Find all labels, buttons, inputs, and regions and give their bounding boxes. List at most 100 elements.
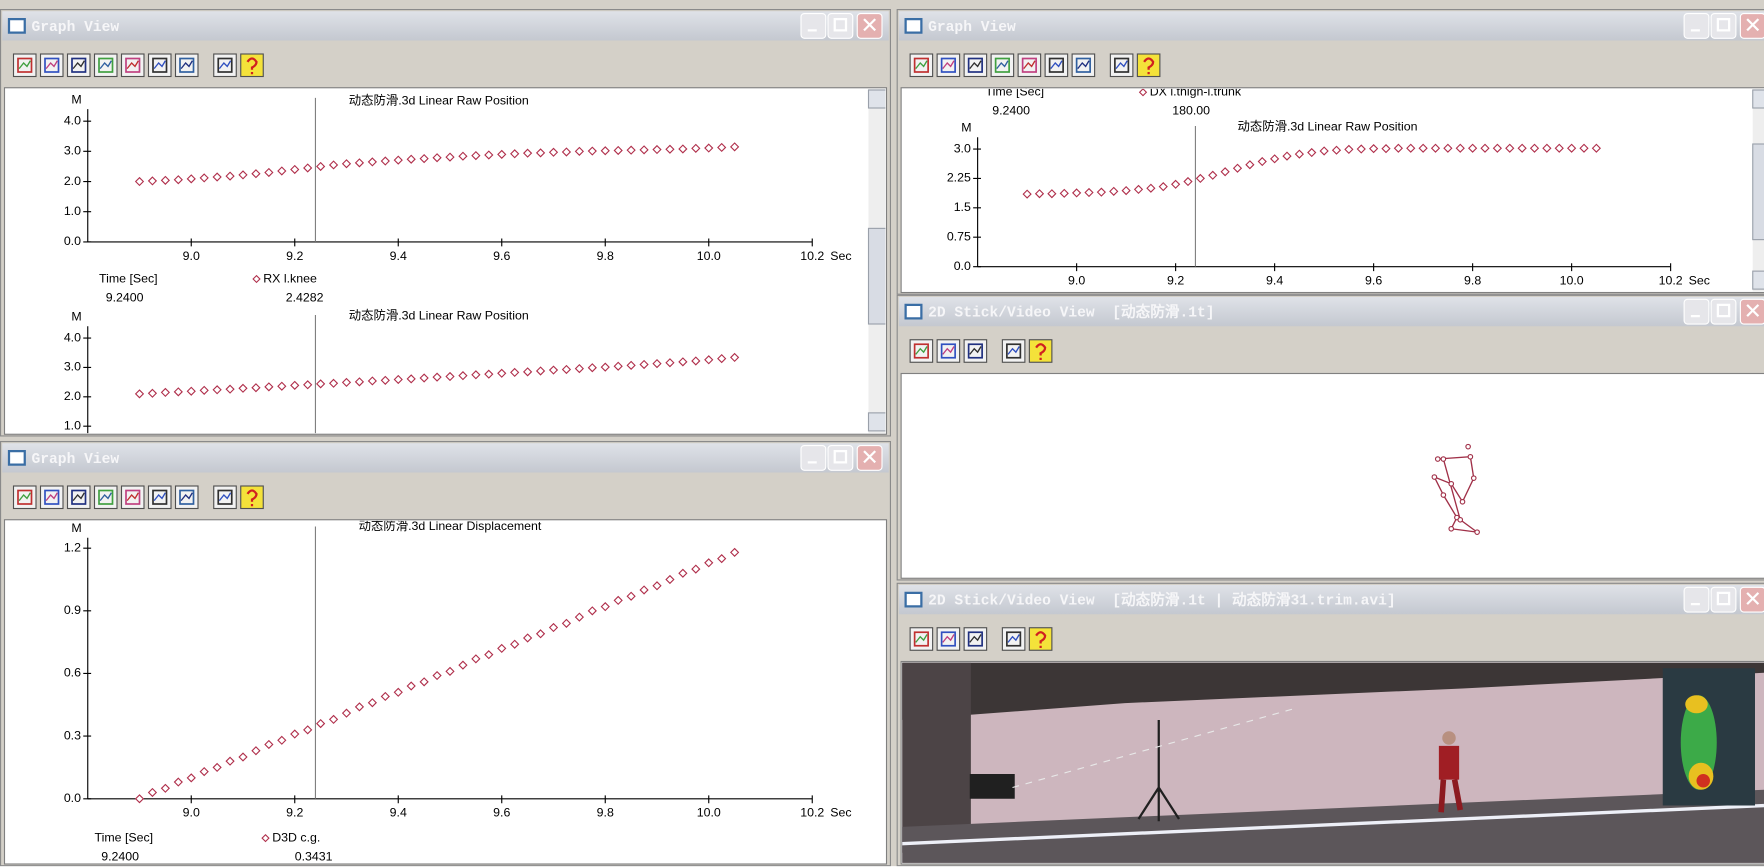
icon-glyph bbox=[72, 492, 85, 502]
data-marker bbox=[730, 352, 740, 363]
data-marker bbox=[471, 370, 481, 380]
scroll-down-button[interactable] bbox=[1752, 270, 1764, 290]
stick-figure bbox=[1432, 456, 1478, 533]
toolbar-button[interactable] bbox=[1071, 53, 1096, 78]
data-marker bbox=[561, 147, 572, 157]
y-tick-label: 3.0 bbox=[64, 360, 81, 374]
toolbar-button[interactable] bbox=[909, 627, 934, 651]
toolbar-button[interactable] bbox=[936, 627, 961, 651]
data-marker bbox=[419, 677, 429, 687]
toolbar-button[interactable] bbox=[120, 485, 145, 510]
help-icon bbox=[1035, 343, 1047, 360]
toolbar-button[interactable] bbox=[936, 339, 961, 363]
toolbar-button[interactable] bbox=[936, 53, 961, 78]
toolbar-button[interactable] bbox=[1109, 53, 1134, 78]
toolbar-button[interactable] bbox=[120, 53, 145, 78]
toolbar-button[interactable] bbox=[39, 53, 64, 78]
data-marker bbox=[173, 777, 183, 787]
toolbar-button[interactable] bbox=[1044, 53, 1069, 78]
maximize-button[interactable] bbox=[1710, 586, 1737, 613]
data-marker bbox=[1591, 143, 1601, 153]
data-marker bbox=[1418, 143, 1428, 153]
x-tick-label: 10.0 bbox=[697, 249, 721, 263]
toolbar-button[interactable] bbox=[909, 53, 934, 78]
data-marker bbox=[199, 766, 209, 777]
scroll-up-button[interactable] bbox=[867, 89, 888, 109]
toolbar-button[interactable] bbox=[963, 627, 988, 651]
video-person-legs bbox=[1438, 779, 1464, 813]
toolbar-button[interactable] bbox=[213, 485, 237, 510]
scroll-thumb[interactable] bbox=[1752, 143, 1764, 241]
minimize-button[interactable] bbox=[800, 444, 827, 471]
toolbar-button[interactable] bbox=[990, 53, 1015, 78]
toolbar-button[interactable] bbox=[66, 53, 91, 78]
data-marker bbox=[652, 358, 662, 369]
data-marker bbox=[238, 383, 248, 393]
scroll-down-button[interactable] bbox=[867, 412, 888, 432]
toolbar-button[interactable] bbox=[240, 485, 264, 510]
minimize-button[interactable] bbox=[1683, 12, 1710, 39]
button-glyph bbox=[1716, 18, 1731, 32]
icon-glyph bbox=[153, 60, 166, 70]
y-tick-label: 3.0 bbox=[954, 141, 971, 155]
data-marker bbox=[380, 375, 390, 385]
icon-glyph bbox=[180, 60, 193, 70]
toolbar-button[interactable] bbox=[93, 485, 118, 510]
data-marker bbox=[535, 148, 546, 158]
icon-glyph bbox=[217, 57, 233, 73]
toolbar-button[interactable] bbox=[66, 485, 91, 510]
toolbar-button[interactable] bbox=[93, 53, 118, 78]
toolbar-button[interactable] bbox=[963, 53, 988, 78]
toolbar-button[interactable] bbox=[1028, 627, 1053, 651]
toolbar-button[interactable] bbox=[240, 53, 264, 78]
scroll-thumb[interactable] bbox=[867, 227, 888, 325]
toolbar-button[interactable] bbox=[12, 485, 37, 510]
readout-value: 180.00 bbox=[1172, 104, 1210, 118]
stick-joint bbox=[1465, 443, 1471, 450]
toolbar-button[interactable] bbox=[1136, 53, 1161, 78]
toolbar-button[interactable] bbox=[147, 53, 172, 78]
maximize-button[interactable] bbox=[1710, 12, 1737, 39]
toolbar-button[interactable] bbox=[1001, 339, 1026, 363]
toolbar-button[interactable] bbox=[147, 485, 172, 510]
data-marker bbox=[1443, 143, 1453, 153]
toolbar-button[interactable] bbox=[174, 53, 199, 78]
data-marker bbox=[717, 142, 727, 153]
toolbar-button[interactable] bbox=[39, 485, 64, 510]
toolbar-button[interactable] bbox=[909, 339, 934, 363]
minimize-button[interactable] bbox=[800, 12, 827, 39]
toolbar-button[interactable] bbox=[1001, 627, 1026, 651]
scroll-up-button[interactable] bbox=[1752, 89, 1764, 109]
maximize-button[interactable] bbox=[1710, 298, 1737, 325]
data-marker bbox=[406, 154, 416, 164]
readout-time: 9.2400 bbox=[106, 290, 144, 304]
minimize-button[interactable] bbox=[1683, 586, 1710, 613]
video-wand bbox=[1012, 708, 1294, 789]
minimize-button[interactable] bbox=[1683, 298, 1710, 325]
toolbar-button[interactable] bbox=[1028, 339, 1053, 363]
data-marker bbox=[626, 145, 636, 155]
title-bar bbox=[898, 585, 1764, 615]
stick-joint bbox=[1459, 498, 1466, 505]
maximize-button[interactable] bbox=[827, 444, 854, 471]
icon-glyph bbox=[913, 631, 929, 647]
icon-glyph bbox=[125, 489, 141, 505]
maximize-button[interactable] bbox=[827, 12, 854, 39]
icon-glyph bbox=[913, 57, 929, 73]
button-glyph bbox=[1716, 591, 1731, 606]
data-marker bbox=[277, 735, 287, 745]
toolbar-button[interactable] bbox=[1017, 53, 1042, 78]
icon-glyph bbox=[915, 60, 928, 70]
window: Graph View 动态防滑.3d Linear Raw Position M 0.… bbox=[896, 9, 1764, 295]
toolbar-button[interactable] bbox=[174, 485, 199, 510]
data-marker bbox=[704, 143, 714, 153]
legend-marker bbox=[261, 833, 270, 843]
toolbar-button[interactable] bbox=[12, 53, 37, 78]
toolbar-button[interactable] bbox=[963, 339, 988, 363]
toolbar-button[interactable] bbox=[213, 53, 237, 78]
data-marker bbox=[277, 166, 287, 176]
data-marker bbox=[1319, 146, 1329, 156]
x-tick-label: 10.0 bbox=[697, 806, 721, 820]
video-poster-foot bbox=[1696, 774, 1710, 788]
